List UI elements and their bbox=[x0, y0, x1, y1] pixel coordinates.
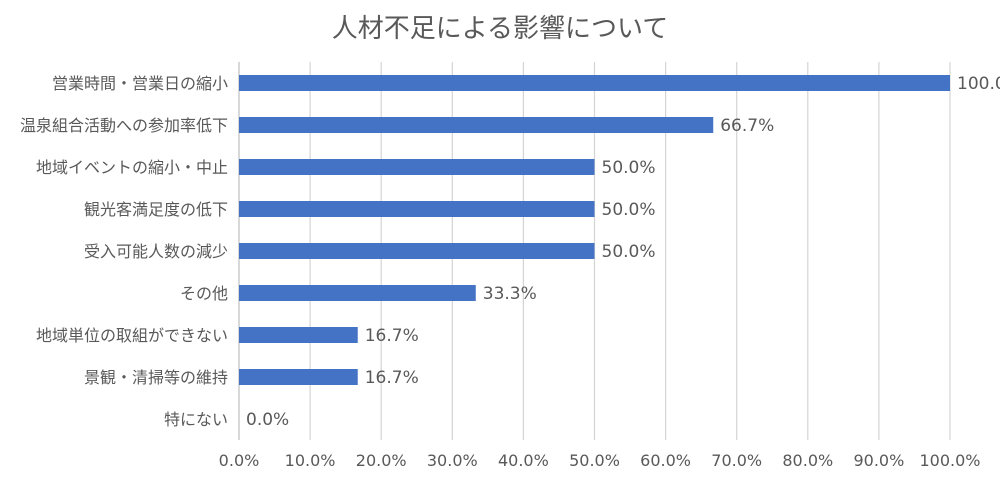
x-tick-label: 0.0% bbox=[219, 451, 260, 470]
category-label: 温泉組合活動への参加率低下 bbox=[20, 116, 228, 135]
x-tick-label: 100.0% bbox=[919, 451, 980, 470]
data-label: 16.7% bbox=[365, 326, 419, 346]
category-label: 観光客満足度の低下 bbox=[84, 200, 228, 219]
x-tick-label: 10.0% bbox=[285, 451, 336, 470]
x-tick-label: 60.0% bbox=[640, 451, 691, 470]
x-tick-label: 90.0% bbox=[853, 451, 904, 470]
data-label: 66.7% bbox=[720, 116, 774, 136]
category-label: 景観・清掃等の維持 bbox=[84, 368, 228, 387]
bar bbox=[239, 327, 358, 343]
data-label: 50.0% bbox=[602, 200, 656, 220]
label-layer: 0.0% 10.0% 20.0% 30.0% 40.0% 50.0% 60.0% 70.0% 8… bbox=[20, 74, 1000, 470]
data-label: 50.0% bbox=[602, 158, 656, 178]
bar bbox=[239, 285, 476, 301]
category-label: 地域イベントの縮小・中止 bbox=[36, 158, 228, 177]
category-label: 受入可能人数の減少 bbox=[84, 242, 228, 261]
x-tick-label: 70.0% bbox=[711, 451, 762, 470]
x-tick-label: 20.0% bbox=[356, 451, 407, 470]
bar bbox=[239, 159, 595, 175]
data-label: 16.7% bbox=[365, 368, 419, 388]
data-label: 33.3% bbox=[483, 284, 537, 304]
category-label: 営業時間・営業日の縮小 bbox=[52, 74, 228, 93]
bar bbox=[239, 201, 595, 217]
bar bbox=[239, 243, 595, 259]
bar bbox=[239, 369, 358, 385]
data-label: 0.0% bbox=[246, 410, 289, 430]
data-label: 100.0% bbox=[957, 74, 1000, 94]
bar bbox=[239, 117, 714, 133]
x-tick-label: 50.0% bbox=[569, 451, 620, 470]
chart-title: 人材不足による影響について bbox=[331, 14, 669, 44]
x-tick-label: 40.0% bbox=[498, 451, 549, 470]
category-label: その他 bbox=[180, 284, 228, 303]
data-label: 50.0% bbox=[602, 242, 656, 262]
category-label: 特にない bbox=[164, 410, 228, 429]
x-tick-label: 80.0% bbox=[782, 451, 833, 470]
bar-layer bbox=[239, 75, 950, 385]
x-tick-label: 30.0% bbox=[427, 451, 478, 470]
category-label: 地域単位の取組ができない bbox=[36, 326, 228, 345]
bar bbox=[239, 75, 950, 91]
